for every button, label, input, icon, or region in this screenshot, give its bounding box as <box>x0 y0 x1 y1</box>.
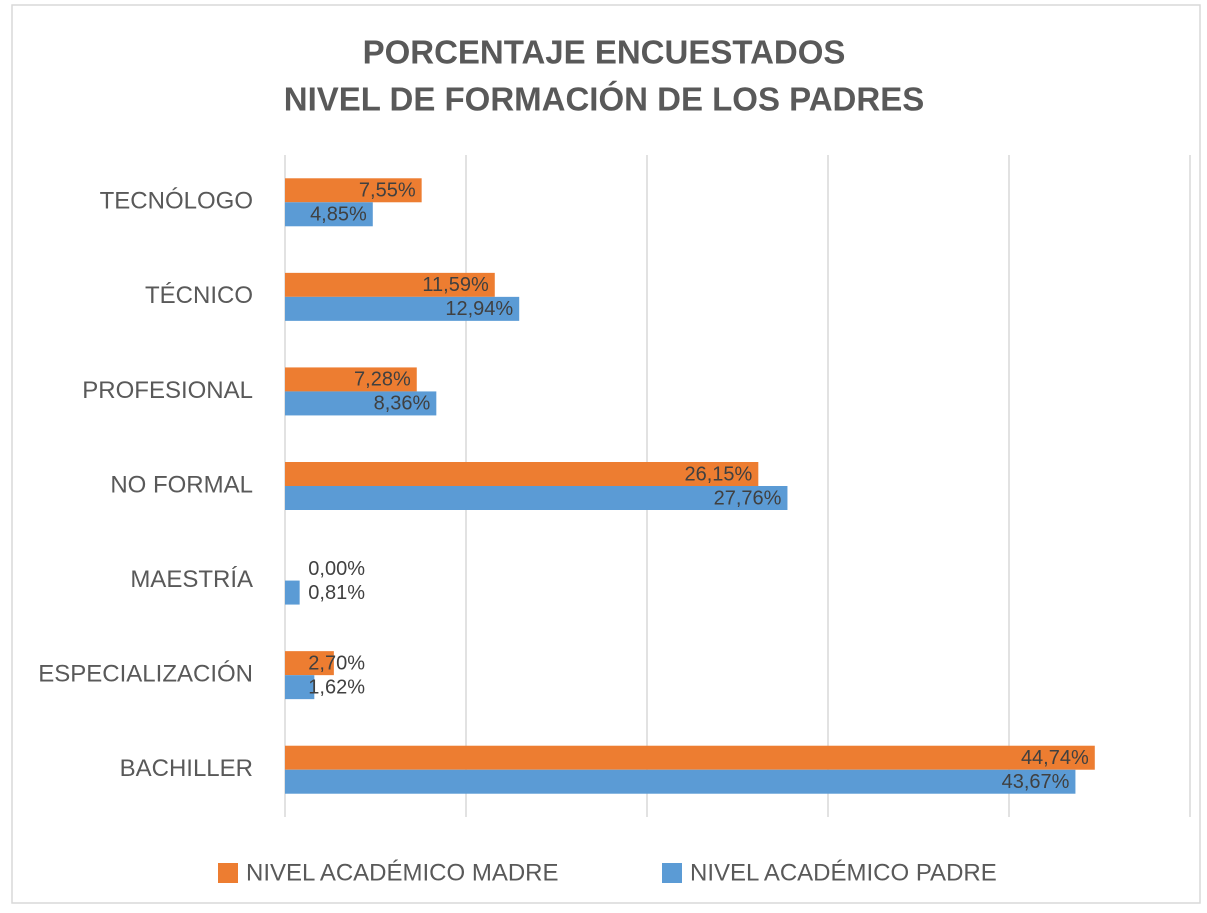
bar <box>285 486 788 510</box>
data-label: 27,76% <box>714 487 782 509</box>
data-label: 0,81% <box>308 582 365 604</box>
bar <box>285 202 373 227</box>
chart-title: PORCENTAJE ENCUESTADOS <box>363 34 846 71</box>
data-label: 8,36% <box>374 393 431 415</box>
y-tick-label: ESPECIALIZACIÓN <box>38 660 253 687</box>
data-label: 7,55% <box>359 180 416 202</box>
data-label: 11,59% <box>422 274 489 296</box>
bar <box>285 462 759 486</box>
bar <box>285 580 300 605</box>
bar <box>285 367 417 392</box>
bar <box>285 675 315 700</box>
bar <box>285 178 422 203</box>
legend-label: NIVEL ACADÉMICO PADRE <box>690 859 997 886</box>
y-tick-label: TÉCNICO <box>145 282 253 309</box>
data-label: 4,85% <box>310 204 367 226</box>
data-label: 7,28% <box>354 369 411 391</box>
bar <box>285 391 437 416</box>
legend-swatch <box>218 863 238 883</box>
data-label: 26,15% <box>684 463 752 485</box>
data-label: 0,00% <box>308 558 365 580</box>
y-tick-label: PROFESIONAL <box>82 377 253 404</box>
y-tick-label: NO FORMAL <box>110 471 253 498</box>
chart-title: NIVEL DE FORMACIÓN DE LOS PADRES <box>284 81 925 118</box>
bar <box>285 272 495 297</box>
bar <box>285 769 1076 794</box>
bar <box>285 651 334 676</box>
data-label: 12,94% <box>445 298 513 320</box>
y-tick-label: TECNÓLOGO <box>100 188 253 215</box>
y-tick-label: BACHILLER <box>120 755 253 782</box>
data-label: 1,62% <box>308 676 365 698</box>
data-label: 2,70% <box>308 652 365 674</box>
data-label: 43,67% <box>1002 771 1070 793</box>
data-label: 44,74% <box>1021 747 1089 769</box>
bar <box>285 745 1095 770</box>
legend-swatch <box>662 863 682 883</box>
legend-label: NIVEL ACADÉMICO MADRE <box>246 859 559 886</box>
bar <box>285 296 520 321</box>
y-tick-label: MAESTRÍA <box>130 566 253 593</box>
